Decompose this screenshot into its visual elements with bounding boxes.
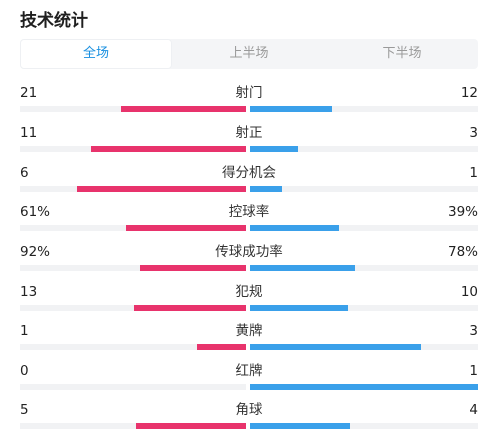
stat-label: 传球成功率 [215, 244, 283, 260]
away-bar [250, 423, 350, 429]
home-bar [197, 344, 246, 350]
page-title: 技术统计 [20, 11, 88, 31]
home-value: 0 [20, 363, 29, 379]
stat-row: 1 黄牌 3 [20, 322, 478, 362]
home-bar [77, 186, 246, 192]
stat-row: 0 红牌 1 [20, 362, 478, 402]
stat-label: 控球率 [228, 204, 270, 220]
away-value: 1 [469, 363, 478, 379]
home-bar [91, 146, 246, 152]
away-bar [250, 146, 298, 152]
home-value: 11 [20, 125, 38, 141]
stat-row: 21 射门 12 [20, 84, 478, 124]
away-bar-track [250, 344, 478, 350]
away-bar [250, 344, 421, 350]
away-value: 78% [447, 244, 478, 260]
stat-row: 92% 传球成功率 78% [20, 243, 478, 283]
away-bar [250, 305, 348, 311]
away-bar-track [250, 423, 478, 429]
home-bar-track [20, 423, 246, 429]
away-value: 12 [460, 85, 478, 101]
home-bar-track [20, 305, 246, 311]
tab-full-match[interactable]: 全场 [20, 39, 172, 69]
home-value: 5 [20, 402, 29, 418]
home-bar-track [20, 225, 246, 231]
home-value: 61% [20, 204, 51, 220]
home-value: 6 [20, 165, 29, 181]
away-value: 3 [469, 125, 478, 141]
home-bar [126, 225, 246, 231]
stat-label: 得分机会 [222, 165, 276, 181]
stat-row: 11 射正 3 [20, 124, 478, 164]
away-bar-track [250, 225, 478, 231]
away-bar [250, 106, 332, 112]
home-bar-track [20, 106, 246, 112]
home-value: 92% [20, 244, 51, 260]
home-bar-track [20, 146, 246, 152]
away-value: 1 [469, 165, 478, 181]
home-bar [140, 265, 246, 271]
stat-label: 射门 [235, 85, 263, 101]
tab-second-half[interactable]: 下半场 [382, 46, 422, 61]
away-value: 10 [460, 284, 478, 300]
home-bar-track [20, 265, 246, 271]
away-bar-track [250, 186, 478, 192]
period-tabs: 全场 上半场 下半场 [20, 39, 478, 69]
stat-row: 61% 控球率 39% [20, 203, 478, 243]
stat-label: 红牌 [235, 363, 263, 379]
home-value: 1 [20, 323, 29, 339]
away-value: 4 [469, 402, 478, 418]
stat-label: 射正 [235, 125, 263, 141]
away-bar [250, 384, 478, 390]
stat-label: 犯规 [235, 284, 263, 300]
home-value: 13 [20, 284, 38, 300]
away-bar [250, 186, 282, 192]
away-bar-track [250, 384, 478, 390]
stat-row: 13 犯规 10 [20, 283, 478, 323]
tab-first-half[interactable]: 上半场 [229, 46, 269, 61]
away-bar-track [250, 305, 478, 311]
home-value: 21 [20, 85, 38, 101]
home-bar [136, 423, 246, 429]
home-bar [134, 305, 246, 311]
home-bar-track [20, 344, 246, 350]
home-bar-track [20, 384, 246, 390]
away-bar [250, 225, 339, 231]
stat-label: 角球 [235, 402, 263, 418]
away-bar-track [250, 265, 478, 271]
stat-label: 黄牌 [235, 323, 263, 339]
away-value: 39% [447, 204, 478, 220]
away-bar-track [250, 146, 478, 152]
home-bar-track [20, 186, 246, 192]
stat-row: 6 得分机会 1 [20, 164, 478, 204]
home-bar [121, 106, 246, 112]
away-value: 3 [469, 323, 478, 339]
stat-row: 5 角球 4 [20, 401, 478, 441]
away-bar [250, 265, 355, 271]
away-bar-track [250, 106, 478, 112]
